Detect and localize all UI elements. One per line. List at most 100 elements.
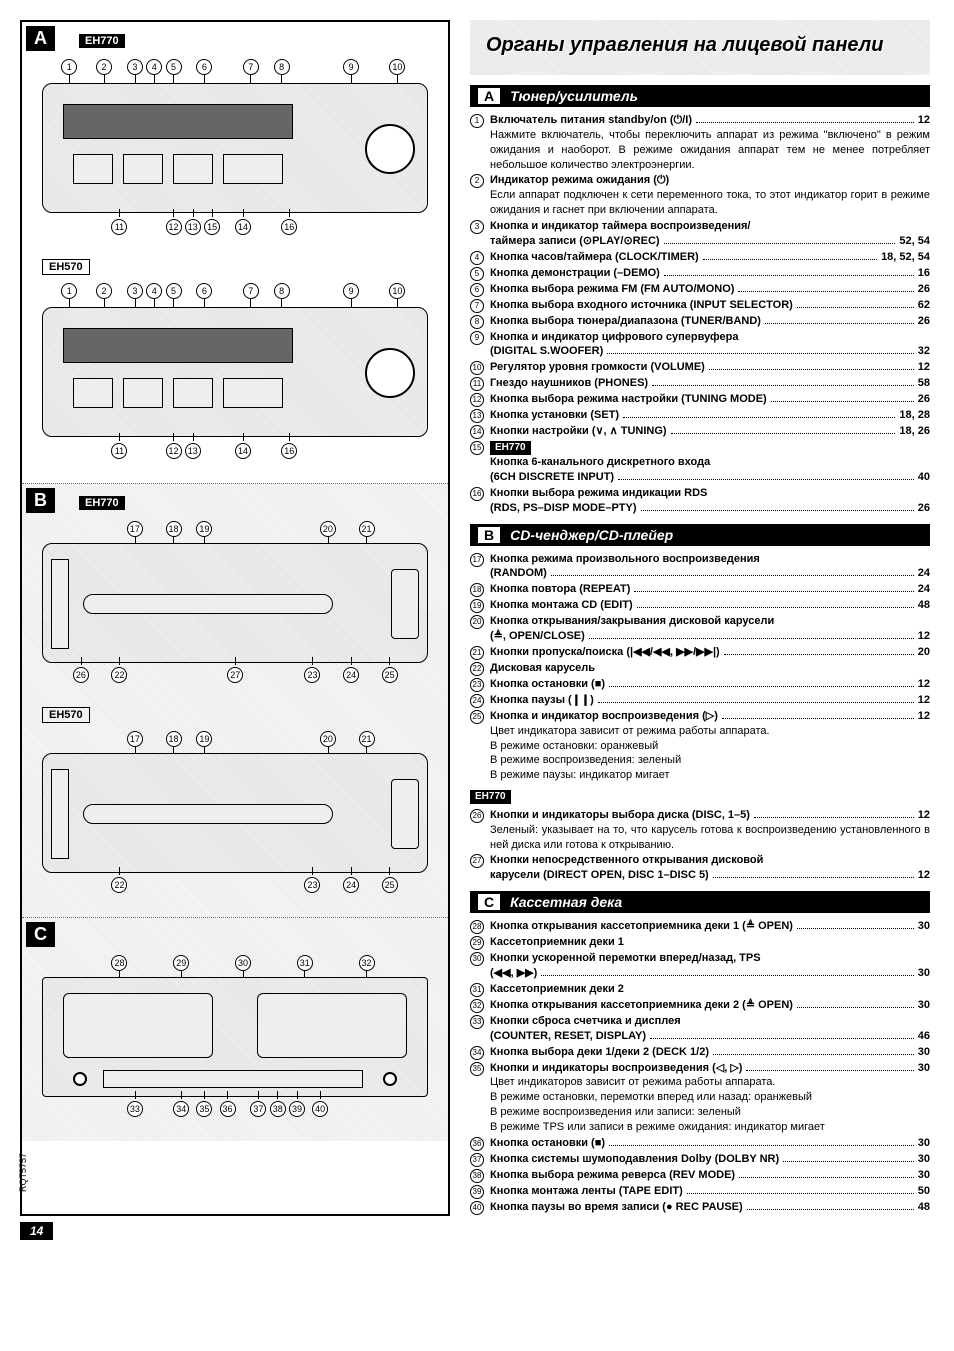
item-page: 30	[918, 1168, 930, 1183]
callout-10: 10	[389, 283, 405, 299]
item-number: 29	[470, 936, 484, 950]
item-label: Кнопка часов/таймера (CLOCK/TIMER)	[490, 250, 699, 265]
callout-19: 19	[196, 521, 212, 537]
deck-device	[42, 977, 428, 1097]
item-label: Кнопки пропуска/поиска (|◀◀/◀◀, ▶▶/▶▶|)	[490, 645, 720, 660]
item-label: Кнопка демонстрации (–DEMO)	[490, 266, 660, 281]
model-badge-inline: EH770	[470, 790, 511, 804]
item-page: 26	[918, 501, 930, 516]
control-item-22: 22Дисковая карусель	[470, 661, 930, 676]
item-number: 10	[470, 361, 484, 375]
item-label: Регулятор уровня громкости (VOLUME)	[490, 360, 705, 375]
item-page: 12	[918, 360, 930, 375]
diagram-A-0: 12345678910 111213141516	[42, 59, 428, 243]
callout-2: 2	[96, 283, 112, 299]
control-item-7: 7 Кнопка выбора входного источника (INPUT…	[470, 298, 930, 313]
diagram-A-1: 12345678910 1112131416	[42, 283, 428, 467]
item-number: 34	[470, 1046, 484, 1060]
item-label: Кнопки настройки (∨, ∧ TUNING)	[490, 424, 667, 439]
item-label: Кнопка повтора (REPEAT)	[490, 582, 630, 597]
item-page: 40	[918, 470, 930, 485]
control-item-10: 10 Регулятор уровня громкости (VOLUME) 12	[470, 360, 930, 375]
callout-33: 33	[127, 1101, 143, 1117]
item-note: Цвет индикатора зависит от режима работы…	[490, 724, 930, 739]
callout-23: 23	[304, 877, 320, 893]
callout-17: 17	[127, 731, 143, 747]
callout-11: 11	[111, 219, 127, 235]
item-page: 30	[918, 998, 930, 1013]
control-item-23: 23Кнопка остановки (■)12	[470, 677, 930, 692]
callout-27: 27	[227, 667, 243, 683]
callout-21: 21	[359, 521, 375, 537]
callout-30: 30	[235, 955, 251, 971]
item-number: 27	[470, 854, 484, 868]
item-number: 37	[470, 1153, 484, 1167]
control-item-8: 8Кнопка выбора тюнера/диапазона (TUNER/B…	[470, 314, 930, 329]
control-item-19: 19Кнопка монтажа CD (EDIT)48	[470, 598, 930, 613]
item-number: 4	[470, 251, 484, 265]
callout-35: 35	[196, 1101, 212, 1117]
callout-7: 7	[243, 59, 259, 75]
item-label2: карусели (DIRECT OPEN, DISC 1–DISC 5)	[490, 868, 709, 883]
control-item-30: 30Кнопки ускоренной перемотки вперед/наз…	[470, 951, 930, 981]
item-number: 20	[470, 615, 484, 629]
item-number: 13	[470, 409, 484, 423]
item-number: 11	[470, 377, 484, 391]
item-label: Кнопки и индикаторы воспроизведения (◁, …	[490, 1061, 742, 1076]
item-page: 30	[918, 1136, 930, 1151]
callout-2: 2	[96, 59, 112, 75]
callout-31: 31	[297, 955, 313, 971]
section-header-B: BCD-ченджер/CD-плейер	[470, 524, 930, 546]
item-label: Кнопки выбора режима индикации RDS	[490, 486, 930, 501]
control-item-34: 34Кнопка выбора деки 1/деки 2 (DECK 1/2)…	[470, 1045, 930, 1060]
item-page: 20	[918, 645, 930, 660]
control-item-4: 4 Кнопка часов/таймера (CLOCK/TIMER) 18, 5…	[470, 250, 930, 265]
callout-7: 7	[243, 283, 259, 299]
item-note: В режиме остановки, перемотки вперед или…	[490, 1090, 930, 1105]
item-note: В режиме TPS или записи в режиме ожидани…	[490, 1120, 930, 1135]
callout-22: 22	[111, 667, 127, 683]
control-item-37: 37Кнопка системы шумоподавления Dolby (D…	[470, 1152, 930, 1167]
item-number: 7	[470, 299, 484, 313]
control-item-21: 21Кнопки пропуска/поиска (|◀◀/◀◀, ▶▶/▶▶|…	[470, 645, 930, 660]
item-number: 12	[470, 393, 484, 407]
item-page: 12	[918, 113, 930, 128]
control-item-1: 1Включатель питания standby/on (⏻/I)12На…	[470, 113, 930, 172]
item-note: В режиме остановки: оранжевый	[490, 739, 930, 754]
tuner-device	[42, 83, 428, 213]
item-label2: (COUNTER, RESET, DISPLAY)	[490, 1029, 646, 1044]
diagram-B-1: 1718192021 22232425	[42, 731, 428, 901]
item-label: Кассетоприемник деки 2	[490, 982, 624, 997]
model-badge-EH770: EH770	[79, 496, 125, 510]
item-number: 31	[470, 983, 484, 997]
item-label: Кнопки непосредственного открывания диск…	[490, 853, 930, 868]
callout-9: 9	[343, 59, 359, 75]
callout-8: 8	[274, 283, 290, 299]
item-label: Кнопка выбора режима реверса (REV MODE)	[490, 1168, 735, 1183]
section-header-A: AТюнер/усилитель	[470, 85, 930, 107]
item-list-C: 28Кнопка открывания кассетоприемника дек…	[470, 919, 930, 1215]
item-note: Нажмите включатель, чтобы переключить ап…	[490, 128, 930, 173]
callout-36: 36	[220, 1101, 236, 1117]
item-label: Кнопки сброса счетчика и дисплея	[490, 1014, 930, 1029]
item-page: 32	[918, 344, 930, 359]
callout-20: 20	[320, 521, 336, 537]
section-letter-A: A	[26, 26, 55, 51]
section-title: CD-ченджер/CD-плейер	[510, 527, 673, 543]
item-number: 3	[470, 220, 484, 234]
item-label2: (◀◀, ▶▶)	[490, 966, 537, 981]
item-page: 18, 52, 54	[881, 250, 930, 265]
item-label: Кнопка установки (SET)	[490, 408, 619, 423]
item-label: Индикатор режима ожидания (⏻)	[490, 173, 669, 188]
item-page: 12	[918, 709, 930, 724]
item-page: 48	[918, 1200, 930, 1215]
item-number: 8	[470, 315, 484, 329]
diagram-B-0: 1718192021 262227232425	[42, 521, 428, 691]
item-label: Кнопка выбора входного источника (INPUT …	[490, 298, 793, 313]
diagram-C-0: 2829303132 3334353637383940	[42, 955, 428, 1125]
callout-5: 5	[166, 59, 182, 75]
item-label2: (RANDOM)	[490, 566, 547, 581]
callout-5: 5	[166, 283, 182, 299]
page-number: 14	[20, 1222, 53, 1240]
callout-39: 39	[289, 1101, 305, 1117]
